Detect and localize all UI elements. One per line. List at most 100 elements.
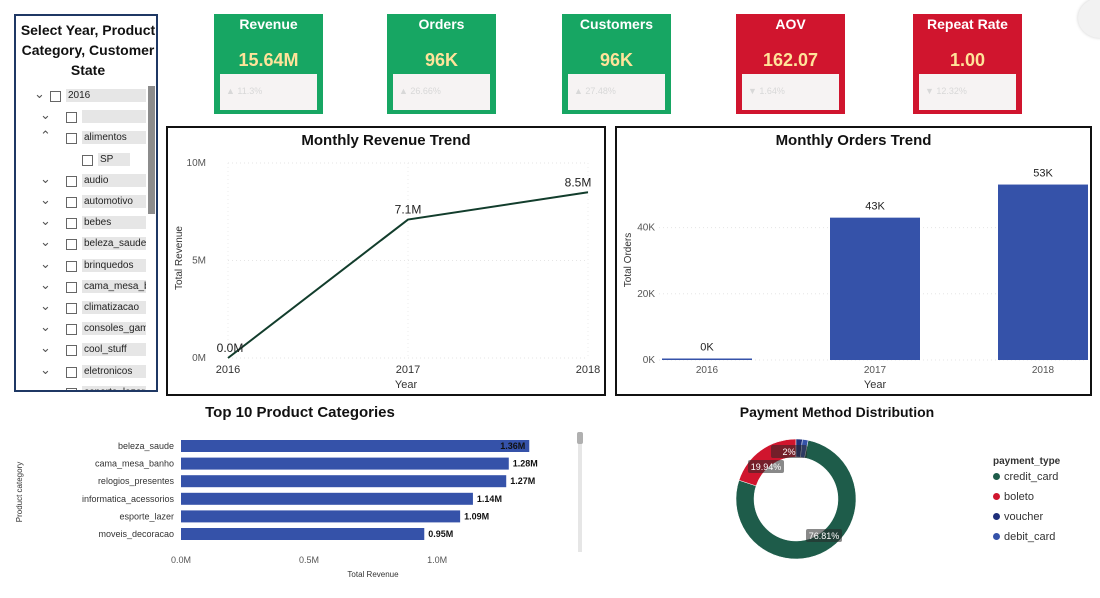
orders-bar: [998, 184, 1088, 360]
chevron-down-icon[interactable]: ⌄: [40, 255, 51, 271]
kpi-subtile: ▲ 27.48%: [568, 74, 665, 110]
slicer-item[interactable]: ⌄ audio: [24, 170, 156, 189]
y-tick-label: 0M: [192, 353, 206, 364]
legend-label: voucher: [1004, 511, 1044, 523]
chevron-down-icon[interactable]: ⌄: [40, 107, 51, 123]
x-tick-label: 0.0M: [171, 555, 191, 565]
kpi-subtile: ▼ 1.64%: [742, 74, 839, 110]
slicer-item-label: eletronicos: [82, 364, 146, 378]
slicer-item-label: alimentos: [82, 131, 146, 145]
legend-item[interactable]: voucher: [993, 507, 1060, 527]
slicer-checkbox[interactable]: [66, 112, 77, 124]
x-axis-title: Year: [395, 379, 418, 391]
slicer-item-label: consoles_games: [82, 322, 146, 336]
legend-item[interactable]: credit_card: [993, 467, 1060, 487]
slicer-item[interactable]: ⌄ beleza_saude: [24, 234, 156, 252]
x-tick-label: 2018: [1032, 365, 1055, 376]
chevron-down-icon[interactable]: ⌄: [40, 213, 51, 229]
chevron-up-icon[interactable]: ⌃: [40, 128, 51, 144]
category-label: beleza_saude: [118, 441, 174, 451]
category-label: informatica_acessorios: [82, 494, 175, 504]
slicer-item[interactable]: ⌃ alimentos: [24, 128, 156, 146]
data-label: 1.36M: [500, 441, 525, 451]
kpi-card: Orders 96K ▲ 26.66%: [387, 14, 496, 114]
category-bar: [181, 457, 509, 470]
revenue-line-chart: 0M 5M 10M 2016 2017 2018 0.0M 7.1M 8.5M Year Total…: [174, 158, 600, 391]
chevron-down-icon[interactable]: ⌄: [40, 170, 51, 186]
slicer-item[interactable]: SP: [24, 152, 156, 168]
slicer-checkbox[interactable]: [66, 366, 77, 378]
chevron-down-icon[interactable]: ⌄: [40, 319, 51, 335]
slicer-title: Select Year, Product Category, Customer …: [20, 22, 156, 78]
category-bar: [181, 475, 507, 488]
slicer-item[interactable]: ⌄ esporte_lazer: [24, 382, 156, 392]
slicer-checkbox[interactable]: [66, 387, 77, 390]
slicer-item[interactable]: ⌄ cool_stuff: [24, 340, 156, 358]
categories-scroll-thumb[interactable]: [577, 432, 583, 444]
data-label: 1.14M: [477, 494, 502, 504]
revenue-trend-panel: Monthly Revenue Trend 0M 5M 10M 2016 2017 201…: [166, 126, 606, 396]
data-label: 1.27M: [510, 476, 535, 486]
chevron-down-icon[interactable]: ⌄: [34, 86, 45, 101]
kpi-title: Orders: [418, 16, 465, 32]
slicer-item[interactable]: ⌄ brinquedos: [24, 255, 156, 274]
slicer-checkbox[interactable]: [66, 281, 77, 293]
slicer-scrollbar[interactable]: [148, 86, 155, 214]
slicer-checkbox[interactable]: [66, 175, 77, 187]
categories-bar-chart: beleza_saude 1.36M cama_mesa_banho 1.28M rel…: [15, 440, 538, 579]
legend-dot-icon: [993, 473, 1000, 480]
data-label: 43K: [865, 201, 885, 213]
slicer-checkbox[interactable]: [66, 197, 77, 208]
edge-button[interactable]: [1078, 0, 1100, 38]
orders-trend-panel: Monthly Orders Trend 0K 20K 40K 0K 2016 43K 20…: [615, 126, 1092, 396]
chevron-down-icon[interactable]: ⌄: [40, 192, 51, 207]
slicer-item[interactable]: ⌄ climatizacao: [24, 298, 156, 316]
slicer-item-label: 2016: [66, 89, 146, 102]
slicer-checkbox[interactable]: [66, 239, 77, 251]
categories-chart-title: Top 10 Product Categories: [205, 404, 395, 421]
legend-dot-icon: [993, 533, 1000, 540]
chevron-down-icon[interactable]: ⌄: [40, 340, 51, 356]
y-tick-label: 10M: [187, 158, 206, 169]
slice-label: 76.81%: [809, 531, 840, 541]
slicer-item[interactable]: ⌄ cama_mesa_ba...: [24, 276, 156, 295]
slicer-item[interactable]: ⌄ 2016: [24, 86, 156, 104]
slicer-checkbox[interactable]: [66, 345, 77, 357]
slicer-checkbox[interactable]: [66, 260, 77, 272]
slicer-checkbox[interactable]: [66, 303, 77, 314]
legend-label: debit_card: [1004, 531, 1056, 543]
slice-label-group: 76.81%: [806, 529, 842, 542]
slicer-checkbox[interactable]: [66, 133, 77, 145]
slicer-checkbox[interactable]: [66, 324, 77, 336]
slicer-item[interactable]: ⌄ bebes: [24, 213, 156, 231]
slicer-item[interactable]: ⌄ automotivo: [24, 192, 156, 210]
data-label: 0.95M: [428, 529, 453, 539]
chevron-down-icon[interactable]: ⌄: [40, 276, 51, 292]
legend-item[interactable]: boleto: [993, 487, 1060, 507]
legend-dot-icon: [993, 493, 1000, 500]
slicer-item-label: cool_stuff: [82, 343, 146, 357]
slicer-item-label: audio: [82, 173, 146, 187]
data-label: 1.09M: [464, 511, 489, 521]
categories-scroll-track[interactable]: [578, 432, 582, 552]
slicer-item[interactable]: ⌄ eletronicos: [24, 361, 156, 380]
slicer-item[interactable]: ⌄ consoles_games: [24, 319, 156, 337]
slicer-item[interactable]: ⌄: [24, 107, 156, 125]
data-label: 7.1M: [395, 203, 422, 217]
slicer-checkbox[interactable]: [82, 154, 93, 166]
legend-item[interactable]: debit_card: [993, 527, 1060, 547]
kpi-card: AOV 162.07 ▼ 1.64%: [736, 14, 845, 114]
chevron-down-icon[interactable]: ⌄: [40, 234, 51, 250]
y-axis-title: Total Orders: [623, 233, 634, 287]
slicer-checkbox[interactable]: [66, 218, 77, 230]
slice-label-bg: [771, 445, 807, 458]
slicer-item-label: beleza_saude: [82, 237, 146, 251]
kpi-delta: ▲ 27.48%: [574, 86, 616, 96]
chevron-down-icon[interactable]: ⌄: [40, 382, 51, 392]
chevron-down-icon[interactable]: ⌄: [40, 298, 51, 313]
slicer-checkbox[interactable]: [50, 91, 61, 102]
kpi-subtile: ▼ 12.32%: [919, 74, 1016, 110]
chevron-down-icon[interactable]: ⌄: [40, 361, 51, 377]
kpi-card: Customers 96K ▲ 27.48%: [562, 14, 671, 114]
y-axis-title: Product category: [15, 462, 24, 522]
